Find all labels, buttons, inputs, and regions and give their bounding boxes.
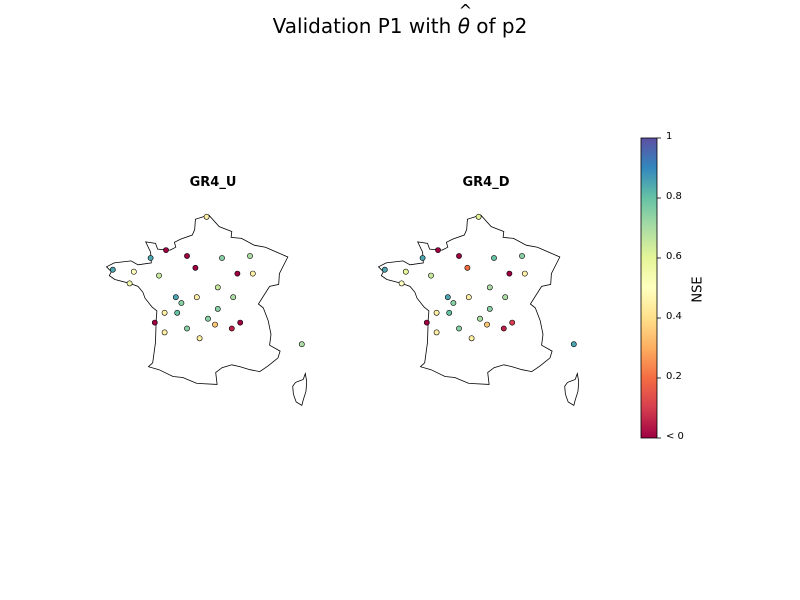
figure-title-text: Validation P1 with bbox=[272, 14, 458, 38]
station-point bbox=[428, 272, 434, 279]
colorbar-tick-label: 0.8 bbox=[666, 191, 682, 202]
station-point bbox=[402, 268, 409, 275]
station-point bbox=[446, 309, 453, 316]
station-point bbox=[419, 255, 426, 261]
station-point bbox=[203, 213, 210, 220]
panel-title-gr4-d: GR4_D bbox=[462, 175, 510, 190]
station-point bbox=[519, 253, 525, 259]
france-outline bbox=[105, 214, 289, 385]
figure-title-hat: ^ bbox=[458, 1, 473, 20]
station-point bbox=[484, 321, 490, 328]
colorbar bbox=[640, 137, 661, 439]
station-point bbox=[163, 247, 169, 253]
station-point bbox=[468, 335, 475, 342]
station-point bbox=[500, 325, 507, 332]
colorbar-tick-label: 0.2 bbox=[666, 371, 682, 382]
colorbar-label: NSE bbox=[690, 276, 706, 303]
station-point bbox=[126, 280, 133, 287]
station-point bbox=[491, 255, 497, 261]
station-point bbox=[161, 309, 168, 316]
station-point bbox=[433, 329, 440, 336]
station-point bbox=[475, 213, 482, 220]
station-point bbox=[506, 270, 513, 277]
corsica-outline bbox=[564, 372, 580, 407]
station-point bbox=[109, 266, 116, 273]
station-point bbox=[450, 300, 457, 306]
station-point bbox=[184, 325, 190, 332]
station-point bbox=[214, 284, 221, 291]
colorbar-tick-label: 0.6 bbox=[666, 251, 682, 262]
station-point bbox=[249, 270, 256, 277]
colorbar-tick-label: < 0 bbox=[666, 431, 684, 442]
station-point bbox=[234, 270, 241, 277]
figure-title: Validation P1 with ^ θ of p2 bbox=[0, 1, 800, 38]
station-point bbox=[509, 319, 516, 326]
station-point bbox=[184, 253, 190, 259]
station-point bbox=[214, 305, 221, 312]
station-point bbox=[435, 247, 441, 253]
station-point bbox=[156, 272, 162, 279]
station-point bbox=[228, 325, 235, 332]
station-point bbox=[433, 309, 440, 316]
station-point bbox=[456, 253, 462, 259]
panel-title-gr4-u: GR4_U bbox=[189, 175, 237, 190]
colorbar-tick-label: 1 bbox=[666, 131, 673, 142]
station-point bbox=[230, 294, 237, 301]
station-point bbox=[205, 315, 211, 322]
figure-title-suffix: of p2 bbox=[469, 14, 528, 38]
station-point bbox=[151, 319, 158, 326]
station-point bbox=[570, 341, 577, 348]
station-point bbox=[193, 294, 200, 301]
figure-title-theta: θ bbox=[457, 14, 470, 38]
station-point bbox=[381, 266, 388, 273]
station-point bbox=[486, 305, 493, 312]
station-point bbox=[398, 280, 405, 287]
station-point bbox=[247, 253, 253, 259]
france-outline bbox=[377, 214, 561, 385]
station-point bbox=[174, 309, 181, 316]
station-point bbox=[464, 264, 471, 271]
station-point bbox=[130, 268, 137, 275]
station-point bbox=[298, 341, 305, 348]
corsica-outline bbox=[292, 372, 308, 407]
station-point bbox=[456, 325, 462, 332]
map-panel-gr4-u bbox=[105, 213, 308, 407]
station-point bbox=[477, 315, 483, 322]
station-point bbox=[192, 264, 199, 271]
station-point bbox=[219, 255, 225, 261]
map-panel-gr4-d bbox=[377, 213, 580, 407]
station-point bbox=[237, 319, 244, 326]
station-point bbox=[196, 335, 203, 342]
station-point bbox=[502, 294, 509, 301]
colorbar-tick-label: 0.4 bbox=[666, 311, 682, 322]
station-point bbox=[423, 319, 430, 326]
station-point bbox=[172, 294, 179, 301]
station-point bbox=[444, 294, 451, 301]
station-point bbox=[147, 255, 154, 261]
figure-title-theta-hat: ^ θ bbox=[457, 1, 472, 38]
station-point bbox=[465, 294, 472, 301]
station-point bbox=[521, 270, 528, 277]
station-point bbox=[486, 284, 493, 291]
colorbar-gradient bbox=[640, 137, 658, 439]
station-point bbox=[178, 300, 185, 306]
station-point bbox=[212, 321, 218, 328]
station-point bbox=[161, 329, 168, 336]
